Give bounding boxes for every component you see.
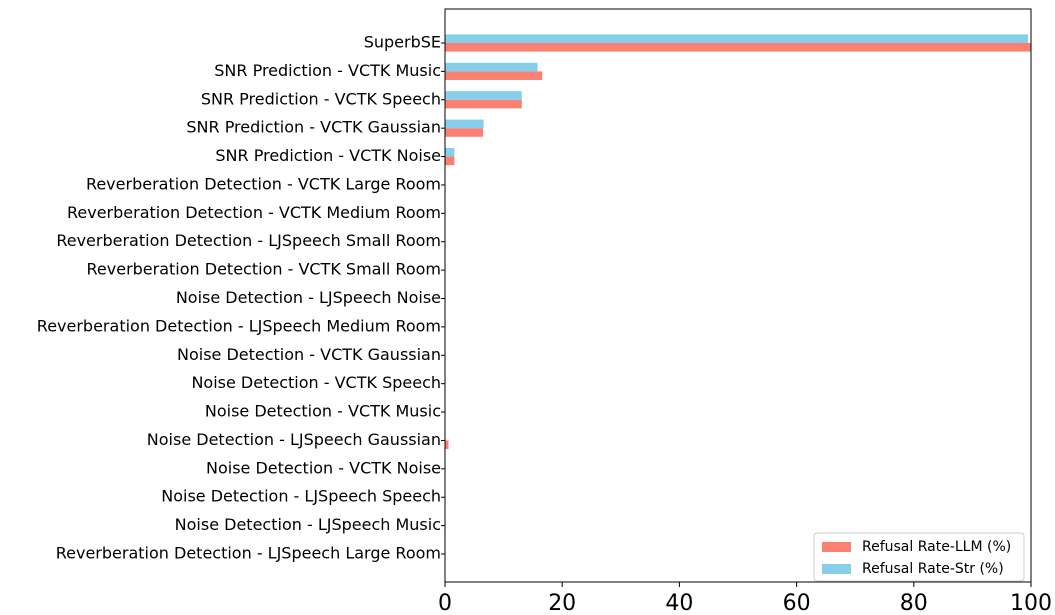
x-tick-label: 60 (783, 591, 811, 615)
y-tick-label: Noise Detection - LJSpeech Gaussian (147, 430, 441, 449)
x-tick-label: 80 (900, 591, 928, 615)
bar (445, 71, 543, 80)
y-tick-label: Noise Detection - LJSpeech Speech (161, 487, 441, 506)
y-tick-label: Noise Detection - LJSpeech Noise (176, 288, 441, 307)
legend-label: Refusal Rate-Str (%) (862, 561, 1004, 577)
x-tick-label: 100 (1010, 591, 1052, 615)
y-tick-label: Reverberation Detection - LJSpeech Mediu… (37, 316, 441, 335)
y-tick-label: Noise Detection - VCTK Noise (206, 458, 441, 477)
bar (445, 91, 522, 100)
legend-swatch (822, 542, 851, 552)
y-tick-label: SNR Prediction - VCTK Gaussian (186, 118, 441, 137)
x-tick-label: 20 (548, 591, 576, 615)
y-tick-label: Noise Detection - LJSpeech Music (175, 515, 441, 534)
y-tick-label: Reverberation Detection - VCTK Large Roo… (86, 174, 441, 193)
x-tick-label: 0 (438, 591, 452, 615)
y-tick-label: SNR Prediction - VCTK Noise (215, 146, 441, 165)
bar (445, 128, 484, 137)
bar (445, 156, 455, 166)
bar (445, 43, 1031, 52)
legend-swatch (822, 564, 851, 574)
y-tick-label: Reverberation Detection - LJSpeech Large… (56, 544, 441, 563)
bar (445, 34, 1029, 43)
bar (445, 99, 522, 109)
bar (445, 119, 484, 129)
bar (445, 440, 449, 450)
y-tick-label: SNR Prediction - VCTK Music (214, 61, 441, 80)
legend-label: Refusal Rate-LLM (%) (862, 539, 1011, 555)
y-tick-label: Noise Detection - VCTK Gaussian (177, 345, 441, 364)
y-tick-label: Reverberation Detection - LJSpeech Small… (56, 231, 441, 250)
y-tick-label: Noise Detection - VCTK Music (205, 402, 441, 421)
y-tick-label: SuperbSE (364, 33, 441, 52)
bar (445, 62, 538, 72)
y-tick-label: Reverberation Detection - VCTK Small Roo… (87, 260, 441, 279)
y-tick-label: Reverberation Detection - VCTK Medium Ro… (67, 203, 441, 222)
legend-box (813, 532, 1025, 582)
x-tick-label: 40 (665, 591, 693, 615)
plot-frame (444, 8, 1032, 583)
y-tick-label: Noise Detection - VCTK Speech (191, 373, 441, 392)
bar (445, 147, 455, 157)
y-tick-label: SNR Prediction - VCTK Speech (201, 89, 441, 108)
